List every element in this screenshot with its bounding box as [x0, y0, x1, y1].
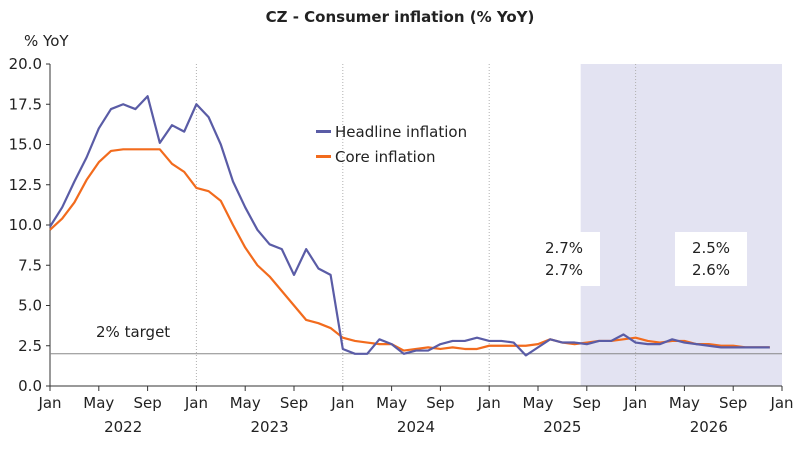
x-tick-label: Jan	[623, 394, 647, 412]
current-core-value: 2.7%	[544, 261, 584, 279]
x-tick-label: Jan	[330, 394, 354, 412]
x-year-label: 2026	[690, 418, 728, 436]
legend-swatch-core	[316, 155, 331, 158]
y-tick-label: 5.0	[18, 297, 42, 315]
x-tick-label: May	[83, 394, 114, 412]
legend-label-core: Core inflation	[335, 147, 436, 166]
y-tick-label: 20.0	[9, 55, 42, 73]
current-value-callout: 2.7% 2.7%	[528, 232, 600, 286]
y-tick-label: 12.5	[9, 176, 42, 194]
legend-label-headline: Headline inflation	[335, 122, 468, 141]
y-tick-label: 7.5	[18, 256, 42, 274]
x-tick-label: Sep	[719, 394, 747, 412]
current-headline-value: 2.7%	[544, 239, 584, 257]
y-tick-label: 0.0	[18, 377, 42, 395]
legend: Headline inflation Core inflation	[316, 119, 467, 169]
x-year-label: 2022	[104, 418, 142, 436]
x-tick-label: May	[230, 394, 261, 412]
x-year-label: 2023	[251, 418, 289, 436]
y-tick-label: 15.0	[9, 136, 42, 154]
x-tick-label: Sep	[426, 394, 454, 412]
x-tick-label: Sep	[133, 394, 161, 412]
series-line-headline	[49, 95, 770, 357]
x-year-label: 2024	[397, 418, 435, 436]
x-tick-label: May	[669, 394, 700, 412]
y-tick-label: 17.5	[9, 95, 42, 113]
series-line-core	[49, 148, 770, 352]
forecast-headline-value: 2.5%	[691, 239, 731, 257]
y-tick-label: 10.0	[9, 216, 42, 234]
x-tick-label: May	[376, 394, 407, 412]
x-tick-label: Sep	[573, 394, 601, 412]
x-tick-label: May	[522, 394, 553, 412]
x-tick-label: Jan	[477, 394, 501, 412]
x-tick-label: Jan	[37, 394, 61, 412]
target-label: 2% target	[96, 323, 171, 341]
forecast-core-value: 2.6%	[691, 261, 731, 279]
forecast-value-callout: 2.5% 2.6%	[675, 232, 747, 286]
x-year-label: 2025	[543, 418, 581, 436]
chart-title: CZ - Consumer inflation (% YoY)	[265, 8, 535, 26]
x-tick-label: Jan	[184, 394, 208, 412]
legend-swatch-headline	[316, 130, 331, 133]
legend-item-headline: Headline inflation	[316, 119, 467, 144]
forecast-shading	[580, 64, 782, 386]
y-tick-label: 2.5	[18, 337, 42, 355]
y-axis-unit-label: % YoY	[24, 32, 69, 50]
x-tick-label: Jan	[769, 394, 793, 412]
x-tick-label: Sep	[280, 394, 308, 412]
legend-item-core: Core inflation	[316, 144, 467, 169]
